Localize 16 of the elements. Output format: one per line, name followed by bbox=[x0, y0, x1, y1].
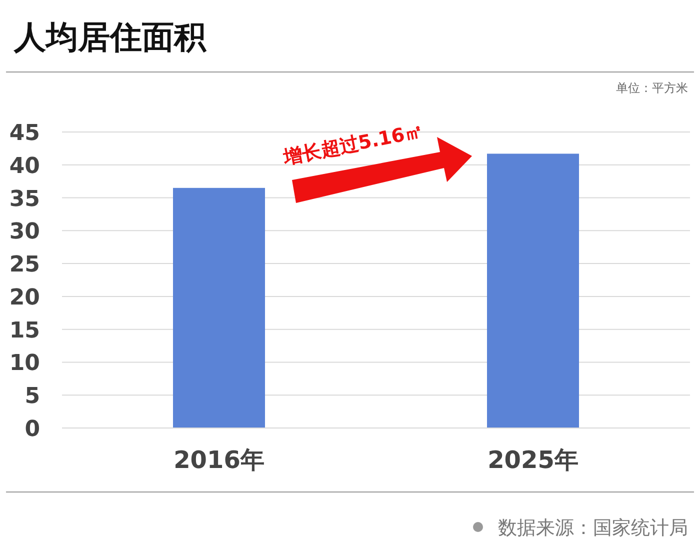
y-tick-label: 10 bbox=[9, 351, 40, 376]
text: 单位：平方米 bbox=[616, 81, 688, 95]
x-tick-label: 2016年 bbox=[174, 446, 264, 474]
y-tick-label: 15 bbox=[9, 318, 40, 344]
annotation: 增长超过5.16㎡ bbox=[280, 120, 426, 170]
y-tick-label: 35 bbox=[9, 186, 40, 212]
y-tick-label: 40 bbox=[9, 154, 40, 179]
y-tick-label: 25 bbox=[9, 252, 40, 278]
chart-title: 人均居住面积 bbox=[13, 18, 207, 56]
y-tick-label: 20 bbox=[9, 285, 40, 310]
y-tick-label: 0 bbox=[24, 417, 40, 442]
source-note: 数据来源：国家统计局 bbox=[498, 517, 688, 539]
x-tick-label: 2025年 bbox=[488, 446, 578, 474]
y-tick-label: 45 bbox=[9, 121, 40, 146]
y-tick-label: 5 bbox=[24, 384, 40, 410]
y-tick-label: 30 bbox=[9, 220, 40, 245]
